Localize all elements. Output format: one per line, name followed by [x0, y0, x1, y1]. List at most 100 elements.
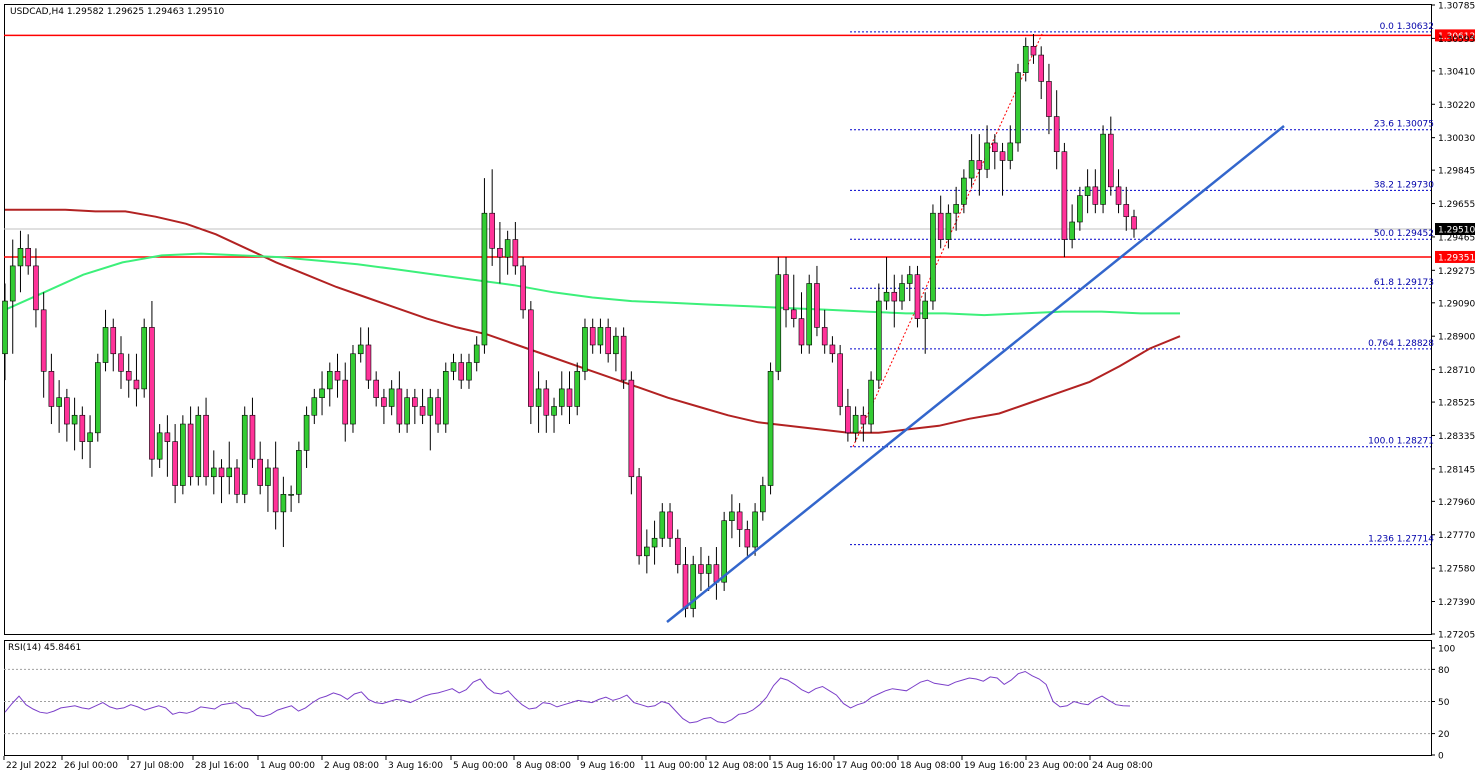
price-tick-label: 1.27390: [1438, 598, 1475, 608]
bearish-candle: [149, 327, 155, 460]
bearish-candle: [528, 309, 534, 407]
bearish-candle: [790, 309, 797, 319]
bearish-candle: [272, 467, 279, 513]
bullish-candle: [481, 212, 488, 346]
bearish-candle: [1061, 151, 1068, 240]
bearish-candle: [125, 371, 132, 381]
bullish-candle: [1100, 133, 1106, 205]
bullish-candle: [326, 371, 333, 390]
bearish-candle: [79, 414, 86, 442]
fib-level-label: 50.0 1.29452: [1374, 229, 1434, 239]
bearish-candle: [458, 362, 465, 381]
bullish-candle: [71, 414, 78, 425]
bullish-candle: [883, 291, 890, 302]
bullish-candle: [597, 327, 604, 346]
bearish-candle: [33, 265, 39, 311]
bearish-candle: [1046, 81, 1052, 117]
bearish-candle: [203, 414, 209, 478]
bullish-candle: [899, 283, 905, 302]
bullish-candle: [582, 327, 588, 372]
price-tick-label: 1.30030: [1438, 134, 1475, 144]
bullish-candle: [775, 274, 782, 372]
bearish-candle: [620, 335, 627, 381]
bearish-candle: [334, 371, 341, 381]
time-tick-label: 11 Aug 00:00: [644, 761, 705, 771]
bearish-candle: [187, 423, 194, 478]
time-tick-label: 22 Jul 2022: [6, 761, 57, 771]
rsi-tick-label: 0: [1438, 752, 1444, 762]
price-tick-label: 1.29465: [1438, 233, 1475, 243]
bearish-candle: [419, 406, 426, 416]
bearish-candle: [512, 239, 519, 267]
bullish-candle: [265, 467, 271, 486]
rsi-tick-label: 50: [1438, 698, 1450, 708]
bullish-candle: [651, 537, 658, 548]
bullish-candle: [613, 335, 619, 355]
price-tick-label: 1.29275: [1438, 267, 1475, 277]
bullish-candle: [551, 406, 557, 416]
bearish-candle: [798, 318, 805, 346]
bearish-candle: [1115, 186, 1122, 205]
fib-level-label: 0.0 1.30632: [1380, 22, 1434, 32]
price-tick-label: 1.27205: [1438, 631, 1475, 641]
bearish-candle: [25, 248, 31, 267]
bearish-candle: [543, 388, 550, 416]
bearish-candle: [891, 291, 898, 302]
bearish-candle: [674, 537, 681, 565]
bearish-candle: [118, 353, 124, 372]
bullish-candle: [968, 160, 975, 179]
bearish-candle: [218, 467, 225, 478]
time-tick-label: 19 Aug 16:00: [964, 761, 1025, 771]
fib-level-label: 100.0 1.28271: [1368, 437, 1434, 447]
bearish-candle: [412, 397, 418, 407]
rsi-tick-label: 80: [1438, 666, 1450, 676]
price-tick-label: 1.30785: [1438, 2, 1475, 12]
bearish-candle: [814, 283, 820, 328]
bullish-candle: [141, 327, 147, 390]
bullish-candle: [953, 204, 959, 214]
rsi-label: RSI(14) 45.8461: [8, 643, 81, 653]
bearish-candle: [1108, 133, 1114, 188]
bullish-candle: [2, 300, 8, 355]
price-tick-label: 1.29655: [1438, 200, 1475, 210]
bullish-candle: [311, 397, 318, 416]
bearish-candle: [396, 388, 403, 425]
bullish-candle: [961, 177, 967, 205]
bullish-candle: [427, 397, 434, 416]
price-tick-label: 1.30220: [1438, 101, 1475, 111]
bullish-candle: [1022, 45, 1029, 73]
current-price-label: 1.29510: [1438, 226, 1475, 236]
time-tick-label: 2 Aug 08:00: [324, 761, 379, 771]
bearish-candle: [249, 414, 256, 460]
bearish-candle: [682, 564, 689, 609]
bearish-candle: [435, 397, 441, 425]
time-tick-label: 24 Aug 08:00: [1092, 761, 1153, 771]
bullish-candle: [94, 362, 101, 434]
bearish-candle: [783, 274, 789, 311]
price-tick-label: 1.27580: [1438, 565, 1475, 575]
time-tick-label: 1 Aug 00:00: [260, 761, 315, 771]
price-panel-frame: [4, 4, 1432, 635]
bearish-candle: [40, 309, 47, 372]
bullish-candle: [752, 511, 758, 548]
bullish-candle: [729, 511, 735, 521]
bullish-candle: [922, 300, 929, 319]
bullish-candle: [296, 450, 302, 495]
price-tick-label: 1.29845: [1438, 167, 1475, 177]
bullish-candle: [659, 511, 666, 539]
price-tick-label: 1.28525: [1438, 399, 1475, 409]
bearish-candle: [164, 432, 171, 442]
price-tick-label: 1.28145: [1438, 465, 1475, 475]
fib-level-label: 23.6 1.30075: [1374, 120, 1434, 130]
bullish-candle: [721, 520, 727, 583]
bullish-candle: [9, 265, 16, 302]
bullish-candle: [226, 467, 233, 478]
bullish-candle: [404, 397, 410, 425]
bullish-candle: [17, 248, 24, 267]
bearish-candle: [520, 265, 526, 311]
fib-level-label: 0.764 1.28828: [1368, 339, 1434, 349]
bearish-candle: [976, 160, 983, 170]
bullish-candle: [319, 388, 325, 398]
